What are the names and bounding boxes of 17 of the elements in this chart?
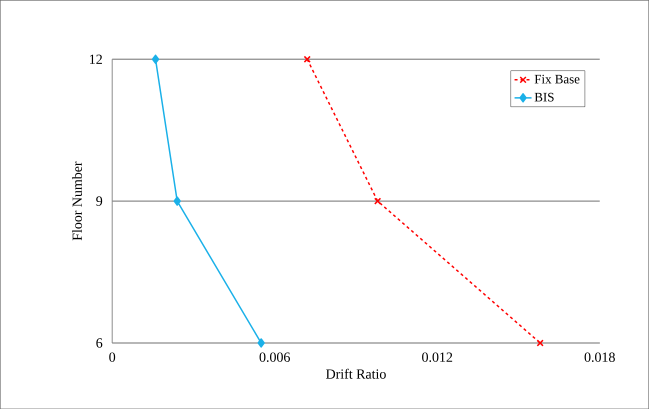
point <box>374 197 382 205</box>
x-tick-label: 0.006 <box>260 352 290 362</box>
y-tick-label: 6 <box>96 338 102 348</box>
y-tick-label: 12 <box>90 54 102 64</box>
legend-label: Fix Base <box>534 74 580 84</box>
point <box>152 54 160 64</box>
x-tick-label: 0.012 <box>422 352 452 362</box>
x-tick-label: 0.018 <box>584 352 615 362</box>
x-tick-label: 0 <box>109 352 116 362</box>
point <box>536 339 544 346</box>
y-tick-label: 9 <box>96 196 102 206</box>
y-axis-title: Floor Number <box>72 161 82 240</box>
point <box>304 56 311 63</box>
point <box>257 338 265 348</box>
x-axis-title: Drift Ratio <box>326 368 386 379</box>
point <box>173 196 181 206</box>
legend-label: BIS <box>534 92 554 102</box>
